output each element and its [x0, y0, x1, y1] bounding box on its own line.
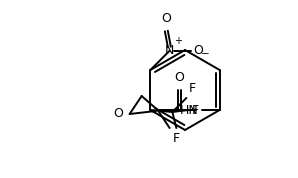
Text: O: O [175, 71, 184, 84]
Text: O: O [162, 12, 171, 25]
Text: HN: HN [180, 103, 199, 116]
Text: F: F [173, 132, 180, 145]
Text: F: F [191, 103, 198, 116]
Text: N: N [165, 44, 174, 57]
Text: O: O [113, 106, 123, 119]
Text: +: + [174, 36, 182, 46]
Text: F: F [188, 82, 195, 95]
Text: −: − [201, 49, 210, 59]
Text: O: O [193, 44, 203, 57]
